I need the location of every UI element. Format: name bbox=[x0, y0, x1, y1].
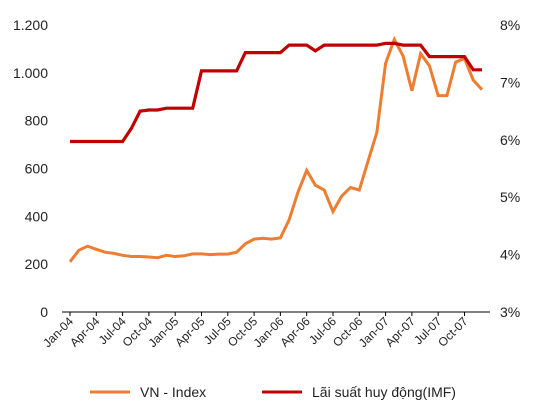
y-left-tick-label: 400 bbox=[25, 208, 49, 224]
y-right-tick-label: 8% bbox=[500, 17, 520, 33]
y-right-tick-label: 3% bbox=[500, 304, 520, 320]
x-tick-label: Oct-07 bbox=[435, 314, 471, 350]
y-left-tick-label: 0 bbox=[40, 304, 48, 320]
legend-label: Lãi suất huy động(IMF) bbox=[312, 384, 456, 400]
series-line-lai-suat bbox=[70, 41, 482, 144]
x-tick-label: Apr-05 bbox=[172, 314, 208, 350]
y-left-tick-label: 1.200 bbox=[13, 17, 48, 33]
x-tick-label: Apr-04 bbox=[67, 314, 103, 350]
y-left-tick-label: 800 bbox=[25, 113, 49, 129]
y-left-tick-label: 1.000 bbox=[13, 65, 48, 81]
x-tick-label: Apr-07 bbox=[383, 314, 419, 350]
axes-layer: 02004006008001.0001.2003%4%5%6%7%8%Jan-0… bbox=[13, 17, 520, 350]
y-right-tick-label: 4% bbox=[500, 247, 520, 263]
legend-label: VN - Index bbox=[140, 384, 206, 400]
y-left-tick-label: 600 bbox=[25, 161, 49, 177]
legend-item-vn-index: VN - Index bbox=[90, 384, 206, 400]
x-tick-label: Apr-06 bbox=[277, 314, 313, 350]
legend-item-lai-suat: Lãi suất huy động(IMF) bbox=[262, 384, 456, 400]
y-right-tick-label: 5% bbox=[500, 189, 520, 205]
series-line-vn-index bbox=[68, 35, 484, 263]
y-right-tick-label: 7% bbox=[500, 74, 520, 90]
y-right-tick-label: 6% bbox=[500, 132, 520, 148]
legend: VN - Index Lãi suất huy động(IMF) bbox=[90, 384, 456, 400]
series-layer bbox=[68, 35, 484, 263]
y-left-tick-label: 200 bbox=[25, 256, 49, 272]
